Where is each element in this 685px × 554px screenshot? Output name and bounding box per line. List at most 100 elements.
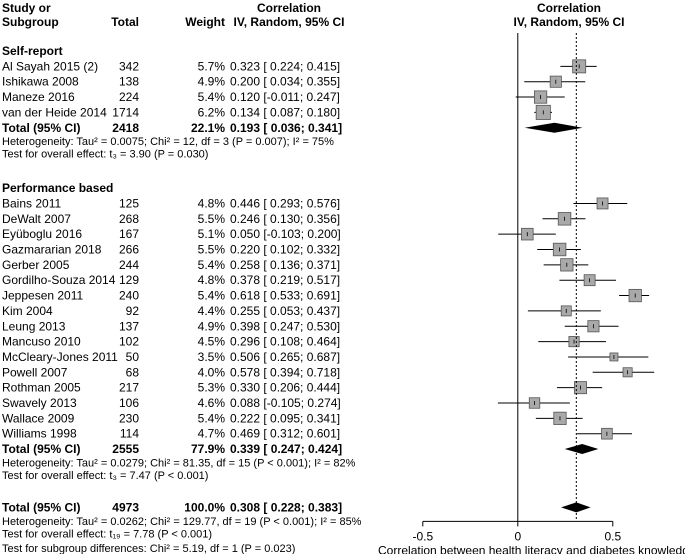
subtotal-label: Total (95% CI) bbox=[2, 442, 80, 456]
subtotal-weight: 22.1% bbox=[191, 121, 225, 135]
study-weight: 4.7% bbox=[198, 427, 226, 441]
x-tick-label: 0.5 bbox=[604, 529, 621, 543]
header-correlation: Correlation bbox=[257, 1, 321, 15]
study-name: Williams 1998 bbox=[2, 427, 77, 441]
study-name: Swavely 2013 bbox=[2, 396, 77, 410]
study-weight: 4.9% bbox=[198, 75, 226, 89]
study-total: 102 bbox=[119, 335, 139, 349]
study-total: 125 bbox=[119, 196, 139, 210]
study-name: Leung 2013 bbox=[2, 319, 66, 333]
study-weight: 4.4% bbox=[198, 304, 226, 318]
study-ci: 0.578 [ 0.394; 0.718] bbox=[230, 365, 340, 379]
study-name: Bains 2011 bbox=[2, 196, 61, 210]
subtotal-total: 2418 bbox=[112, 121, 139, 135]
study-name: Maneze 2016 bbox=[2, 90, 75, 104]
study-weight: 4.8% bbox=[198, 196, 226, 210]
study-total: 137 bbox=[119, 319, 139, 333]
study-ci: 0.469 [ 0.312; 0.601] bbox=[230, 427, 340, 441]
study-name: McCleary-Jones 2011 bbox=[2, 350, 118, 364]
subtotal-label: Total (95% CI) bbox=[2, 121, 80, 135]
study-ci: 0.088 [-0.105; 0.274] bbox=[230, 396, 341, 410]
subtotal-diamond bbox=[564, 444, 599, 455]
study-total: 240 bbox=[119, 289, 139, 303]
study-weight: 6.2% bbox=[198, 105, 226, 119]
study-weight: 5.4% bbox=[198, 411, 226, 425]
header-subgroup: Subgroup bbox=[2, 15, 59, 29]
study-ci: 0.255 [ 0.053; 0.437] bbox=[230, 304, 340, 318]
study-ci: 0.618 [ 0.533; 0.691] bbox=[230, 289, 340, 303]
study-ci: 0.220 [ 0.102; 0.332] bbox=[230, 243, 340, 257]
study-ci: 0.330 [ 0.206; 0.444] bbox=[230, 381, 340, 395]
study-name: van der Heide 2014 bbox=[2, 105, 107, 119]
study-name: Eyüboglu 2016 bbox=[2, 227, 82, 241]
subgroup-title: Self-report bbox=[2, 44, 63, 58]
overall-effect: Test for overall effect: t₁₉ = 7.78 (P <… bbox=[2, 528, 212, 540]
study-ci: 0.246 [ 0.130; 0.356] bbox=[230, 212, 340, 226]
header-plot-method: IV, Random, 95% CI bbox=[514, 15, 625, 29]
study-weight: 4.8% bbox=[198, 273, 226, 287]
header-total: Total bbox=[111, 15, 139, 29]
overall-weight: 100.0% bbox=[184, 500, 225, 514]
study-total: 268 bbox=[119, 212, 139, 226]
study-total: 106 bbox=[119, 396, 139, 410]
study-weight: 4.6% bbox=[198, 396, 226, 410]
study-ci: 0.200 [ 0.034; 0.355] bbox=[230, 75, 340, 89]
study-weight: 4.9% bbox=[198, 319, 226, 333]
study-total: 68 bbox=[126, 365, 140, 379]
header-method: IV, Random, 95% CI bbox=[234, 15, 345, 29]
study-name: DeWalt 2007 bbox=[2, 212, 71, 226]
overall-effect-text: Test for overall effect: t₃ = 7.47 (P < … bbox=[2, 470, 208, 482]
study-weight: 5.5% bbox=[198, 212, 226, 226]
study-weight: 3.5% bbox=[198, 350, 226, 364]
study-name: Gazmararian 2018 bbox=[2, 243, 102, 257]
study-total: 167 bbox=[119, 227, 139, 241]
study-ci: 0.378 [ 0.219; 0.517] bbox=[230, 273, 340, 287]
study-ci: 0.120 [-0.011; 0.247] bbox=[230, 90, 340, 104]
study-name: Al Sayah 2015 (2) bbox=[2, 59, 98, 73]
overall-ci: 0.308 [ 0.228; 0.383] bbox=[230, 500, 342, 514]
overall-heterogeneity: Heterogeneity: Tau² = 0.0262; Chi² = 129… bbox=[2, 516, 362, 528]
study-total: 230 bbox=[119, 411, 139, 425]
study-name: Jeppesen 2011 bbox=[2, 289, 84, 303]
study-ci: 0.506 [ 0.265; 0.687] bbox=[230, 350, 340, 364]
subtotal-ci: 0.339 [ 0.247; 0.424] bbox=[230, 442, 342, 456]
study-name: Gordilho-Souza 2014 bbox=[2, 273, 116, 287]
overall-label: Total (95% CI) bbox=[2, 500, 80, 514]
study-name: Kim 2004 bbox=[2, 304, 53, 318]
study-total: 50 bbox=[126, 350, 140, 364]
subtotal-ci: 0.193 [ 0.036; 0.341] bbox=[230, 121, 342, 135]
study-weight: 5.4% bbox=[198, 258, 226, 272]
study-name: Wallace 2009 bbox=[2, 411, 75, 425]
study-ci: 0.398 [ 0.247; 0.530] bbox=[230, 319, 340, 333]
subtotal-diamond bbox=[524, 122, 583, 133]
study-name: Mancuso 2010 bbox=[2, 335, 81, 349]
study-ci: 0.258 [ 0.136; 0.371] bbox=[230, 258, 340, 272]
study-total: 1714 bbox=[112, 105, 139, 119]
study-total: 92 bbox=[126, 304, 140, 318]
study-ci: 0.134 [ 0.087; 0.180] bbox=[230, 105, 340, 119]
study-name: Powell 2007 bbox=[2, 365, 68, 379]
subtotal-total: 2555 bbox=[112, 442, 139, 456]
study-total: 244 bbox=[119, 258, 139, 272]
overall-total: 4973 bbox=[112, 500, 139, 514]
study-total: 342 bbox=[119, 59, 139, 73]
study-weight: 5.1% bbox=[198, 227, 226, 241]
study-name: Ishikawa 2008 bbox=[2, 75, 79, 89]
study-weight: 5.4% bbox=[198, 90, 226, 104]
overall-diamond bbox=[561, 502, 591, 513]
study-name: Rothman 2005 bbox=[2, 381, 81, 395]
subtotal-weight: 77.9% bbox=[191, 442, 225, 456]
x-tick-label: 0 bbox=[514, 529, 521, 543]
study-total: 114 bbox=[120, 427, 139, 441]
study-weight: 5.3% bbox=[198, 381, 226, 395]
study-weight: 5.5% bbox=[198, 243, 226, 257]
study-ci: 0.222 [ 0.095; 0.341] bbox=[230, 411, 340, 425]
heterogeneity-text: Heterogeneity: Tau² = 0.0075; Chi² = 12,… bbox=[2, 136, 334, 148]
study-total: 266 bbox=[119, 243, 139, 257]
x-axis-label: Correlation between health literacy and … bbox=[378, 543, 685, 554]
study-ci: 0.446 [ 0.293; 0.576] bbox=[230, 196, 340, 210]
heterogeneity-text: Heterogeneity: Tau² = 0.0279; Chi² = 81.… bbox=[2, 457, 356, 469]
study-total: 138 bbox=[119, 75, 139, 89]
study-total: 224 bbox=[119, 90, 139, 104]
